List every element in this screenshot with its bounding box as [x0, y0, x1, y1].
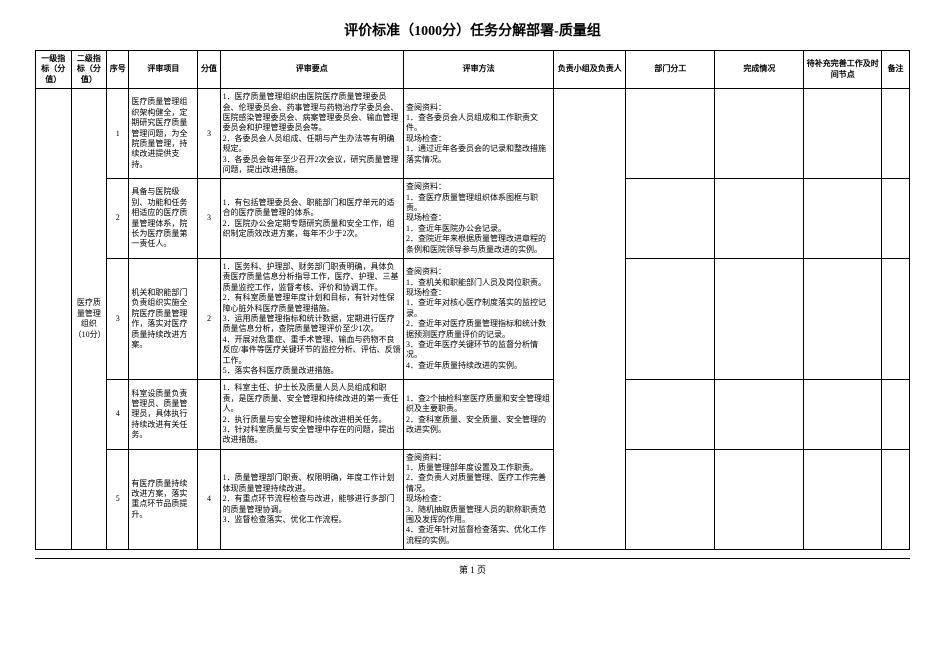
cell-dept	[626, 89, 715, 179]
cell-method: 1．查2个抽检科室医疗质量和安全管理组织及主要职责。2．查科室质量、安全质量、安…	[404, 380, 554, 449]
cell-pending	[804, 179, 882, 259]
header-level2: 二级指标（分值）	[71, 51, 107, 89]
cell-method: 查阅资料：1．查机关和职能部门人员及岗位职责。现场检查：1．查近年对核心医疗制度…	[404, 259, 554, 380]
cell-level1	[36, 89, 72, 550]
cell-status	[715, 179, 804, 259]
cell-dept	[626, 449, 715, 550]
header-points: 评审要点	[220, 51, 403, 89]
cell-score: 2	[198, 259, 220, 380]
cell-seq: 1	[107, 89, 129, 179]
cell-points: 1．医疗质量管理组织由医院医疗质量管理委员会、伦理委员会、药事管理与药物治疗学委…	[220, 89, 403, 179]
header-remark: 备注	[882, 51, 910, 89]
cell-seq: 2	[107, 179, 129, 259]
cell-pending	[804, 380, 882, 449]
table-header-row: 一级指标（分值） 二级指标（分值） 序号 评审项目 分值 评审要点 评审方法 负…	[36, 51, 910, 89]
cell-dept	[626, 179, 715, 259]
cell-remark	[882, 89, 910, 179]
cell-pending	[804, 449, 882, 550]
cell-score: 3	[198, 89, 220, 179]
cell-points: 1．有包括管理委员会、职能部门和医疗单元的适合的医疗质量管理的体系。2．医院办公…	[220, 179, 403, 259]
header-method: 评审方法	[404, 51, 554, 89]
cell-score: 4	[198, 449, 220, 550]
cell-project: 科室设质量负责管理员、质量管理员，具体执行持续改进有关任务。	[129, 380, 198, 449]
header-status: 完成情况	[715, 51, 804, 89]
cell-remark	[882, 259, 910, 380]
cell-dept	[626, 380, 715, 449]
header-level1: 一级指标（分值）	[36, 51, 72, 89]
cell-project: 有医疗质量持续改进方案，落实重点环节品质提升。	[129, 449, 198, 550]
page-footer: 第 1 页	[35, 558, 910, 576]
header-score: 分值	[198, 51, 220, 89]
header-dept: 部门分工	[626, 51, 715, 89]
table-row: 医疗质量管理组织（10分） 1 医疗质量管理组织架构健全，定期研究医疗质量管理问…	[36, 89, 910, 179]
cell-method: 查阅资料：1．质量管理部年度设置及工作职责。2．查负责人对质量管理、医疗工作完善…	[404, 449, 554, 550]
cell-level2: 医疗质量管理组织（10分）	[71, 89, 107, 550]
cell-remark	[882, 380, 910, 449]
cell-score: 3	[198, 179, 220, 259]
table-row: 2 具备与医院级别、功能和任务相适应的医疗质量管理体系，院长为医疗质量第一责任人…	[36, 179, 910, 259]
cell-status	[715, 259, 804, 380]
cell-seq: 5	[107, 449, 129, 550]
table-row: 5 有医疗质量持续改进方案，落实重点环节品质提升。 4 1．质量管理部门职责、权…	[36, 449, 910, 550]
cell-points: 1．质量管理部门职责、权限明确，年度工作计划体现质量管理持续改进。2．有重点环节…	[220, 449, 403, 550]
cell-pending	[804, 89, 882, 179]
header-seq: 序号	[107, 51, 129, 89]
cell-method: 查阅资料：1．查医疗质量管理组织体系图框与职责。现场检查：1．查近年医院办公会记…	[404, 179, 554, 259]
cell-project: 机关和职能部门负责组织实施全院医疗质量管理作，落实对医疗质量持续改进方案。	[129, 259, 198, 380]
cell-score	[198, 380, 220, 449]
cell-project: 医疗质量管理组织架构健全，定期研究医疗质量管理问题，为全院质量管理，持续改进提供…	[129, 89, 198, 179]
cell-points: 1．科室主任、护士长及质量人员人员组成和职责，是医疗质量、安全管理和持续改进的第…	[220, 380, 403, 449]
cell-seq: 4	[107, 380, 129, 449]
cell-remark	[882, 449, 910, 550]
cell-status	[715, 449, 804, 550]
header-group: 负责小组及负责人	[554, 51, 626, 89]
header-pending: 待补充完善工作及时间节点	[804, 51, 882, 89]
cell-status	[715, 380, 804, 449]
page-title: 评价标准（1000分）任务分解部署-质量组	[35, 20, 910, 40]
cell-project: 具备与医院级别、功能和任务相适应的医疗质量管理体系，院长为医疗质量第一责任人。	[129, 179, 198, 259]
cell-method: 查阅资料：1．查各委员会人员组成和工作职责文件。现场检查：1．通过近年各委员会的…	[404, 89, 554, 179]
table-row: 4 科室设质量负责管理员、质量管理员，具体执行持续改进有关任务。 1．科室主任、…	[36, 380, 910, 449]
cell-dept	[626, 259, 715, 380]
cell-group	[554, 89, 626, 550]
table-row: 3 机关和职能部门负责组织实施全院医疗质量管理作，落实对医疗质量持续改进方案。 …	[36, 259, 910, 380]
evaluation-table: 一级指标（分值） 二级指标（分值） 序号 评审项目 分值 评审要点 评审方法 负…	[35, 50, 910, 550]
cell-status	[715, 89, 804, 179]
cell-seq: 3	[107, 259, 129, 380]
cell-points: 1．医务科、护理部、财务部门职责明确，具体负责医疗质量信息分析指导工作，医疗、护…	[220, 259, 403, 380]
cell-remark	[882, 179, 910, 259]
header-project: 评审项目	[129, 51, 198, 89]
cell-pending	[804, 259, 882, 380]
